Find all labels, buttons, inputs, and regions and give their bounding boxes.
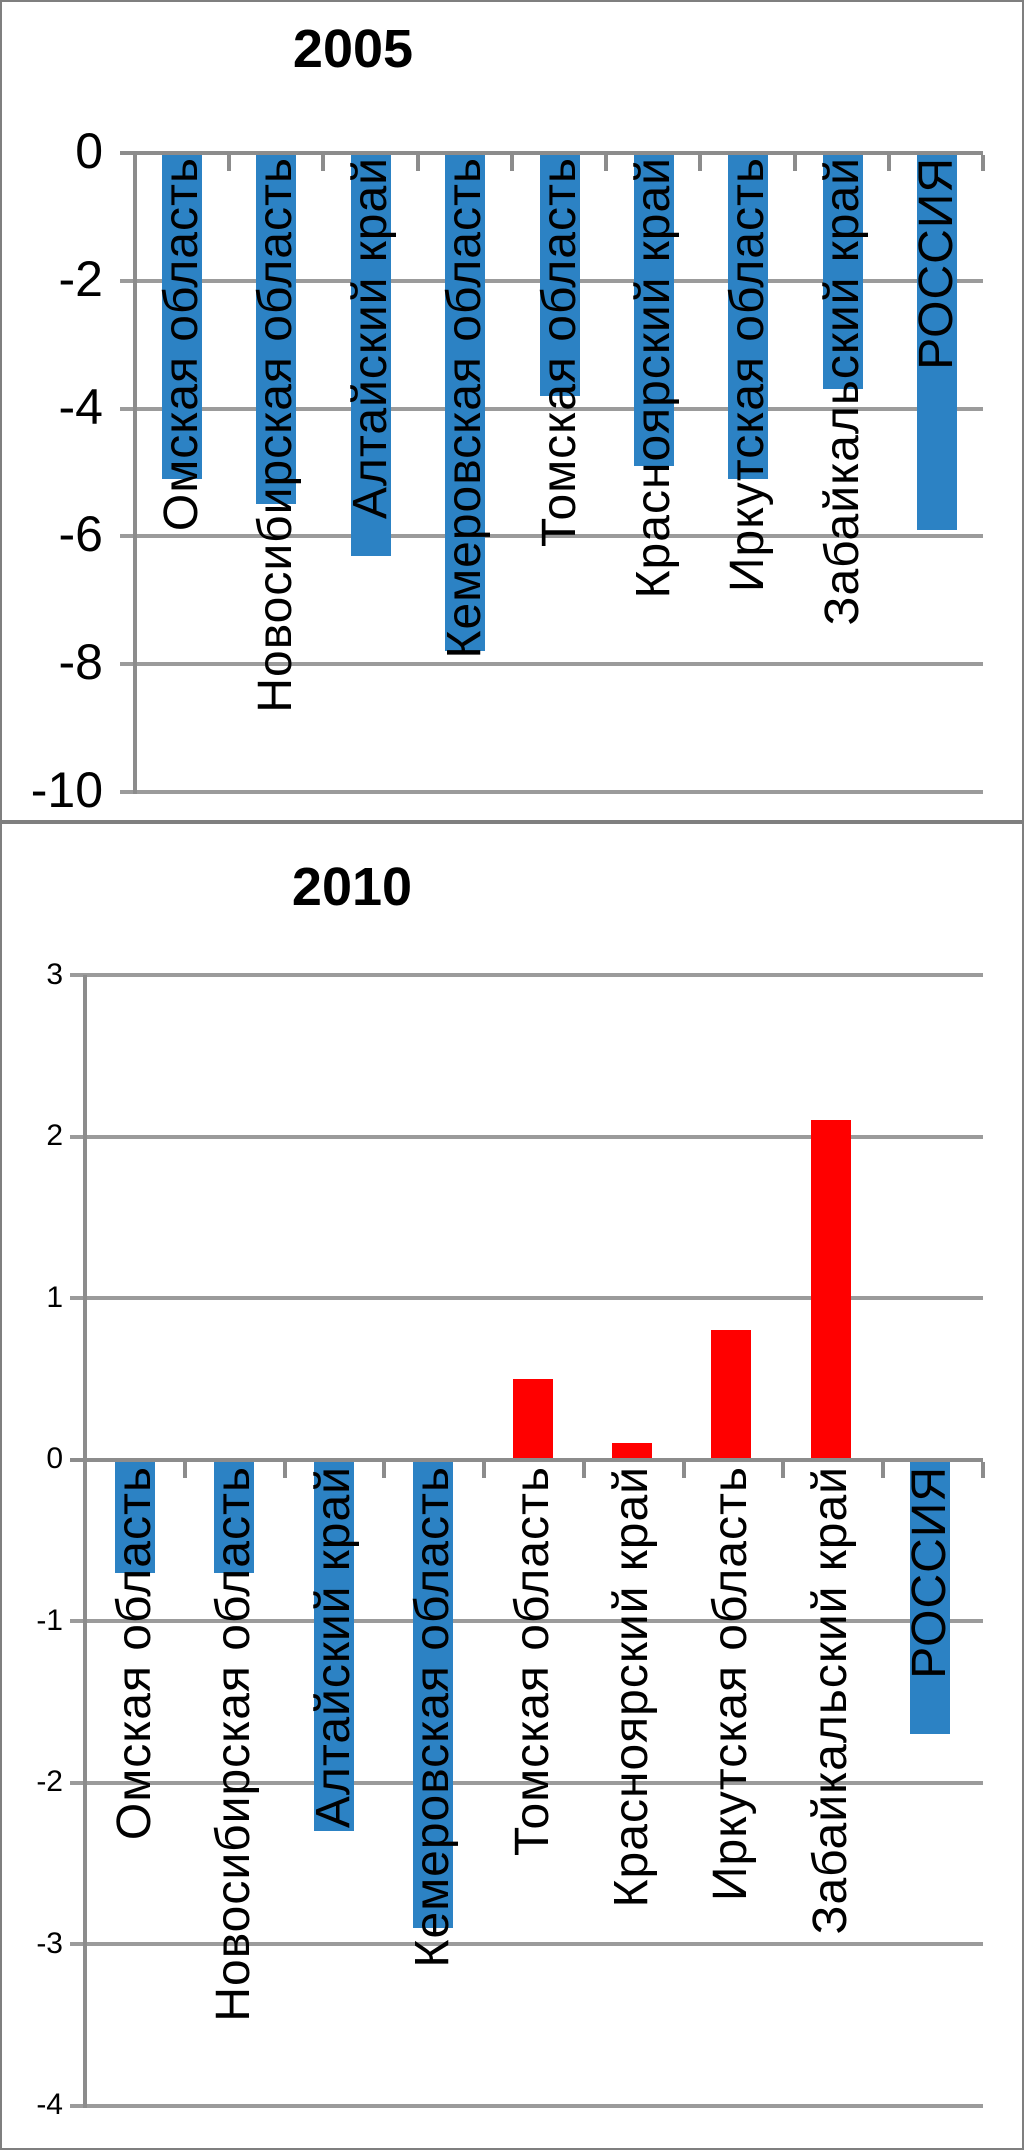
category-label: Кемеровская область <box>438 157 492 659</box>
category-tick <box>227 155 232 171</box>
gridline <box>70 1619 983 1623</box>
bar-positive <box>612 1443 652 1460</box>
category-label: Забайкальский край <box>815 157 869 626</box>
y-tick-label: -4 <box>36 2088 63 2122</box>
bar-negative <box>917 153 958 530</box>
category-label: Красноярский край <box>605 1465 658 1907</box>
bar-negative <box>822 153 863 390</box>
category-tick <box>182 1461 187 1478</box>
bar-negative <box>539 153 580 396</box>
gridline <box>120 534 983 539</box>
bar-negative <box>445 153 486 652</box>
bar-negative <box>910 1459 951 1735</box>
category-label: Омская область <box>155 157 208 532</box>
gridline <box>70 1134 983 1139</box>
y-tick-label: -3 <box>36 1926 63 1960</box>
category-label: Томская область <box>505 1465 559 1856</box>
chart-2010: 2010 3 2 1 0 -1 -2 -3 -4 Омская область Новосибир… <box>0 822 1024 2150</box>
bar-negative <box>728 153 769 479</box>
gridline <box>70 973 983 977</box>
category-label: Алтайский край <box>343 157 397 520</box>
y-axis-line <box>83 975 87 2108</box>
category-tick <box>881 1461 886 1478</box>
bar-negative <box>350 153 391 556</box>
category-tick <box>681 1461 686 1478</box>
category-tick <box>482 1461 487 1478</box>
category-tick <box>321 155 326 171</box>
category-label: Омская область <box>108 1465 161 1840</box>
category-tick <box>604 155 609 171</box>
category-tick <box>792 155 797 171</box>
category-label: Красноярский край <box>627 157 680 599</box>
y-tick-label: 0 <box>75 123 103 179</box>
category-label: Забайкальский край <box>803 1465 857 1935</box>
y-tick-label: -4 <box>58 378 103 435</box>
category-tick <box>781 1461 786 1478</box>
category-label: РОССИЯ <box>903 1465 957 1679</box>
category-tick <box>282 1461 287 1478</box>
category-tick <box>133 155 137 171</box>
y-tick-label: -10 <box>30 762 103 818</box>
category-label: Кемеровская область <box>406 1465 460 1968</box>
category-tick <box>415 155 420 171</box>
category-tick <box>981 1461 985 1478</box>
gridline <box>70 1296 983 1300</box>
gridline <box>70 1780 983 1785</box>
category-tick <box>581 1461 586 1478</box>
bar-positive <box>711 1330 752 1460</box>
gridline <box>120 662 983 667</box>
y-axis-line <box>133 153 137 794</box>
category-label: Новосибирская область <box>249 157 303 713</box>
gridline <box>70 1942 983 1946</box>
gridline <box>120 790 983 794</box>
category-tick <box>382 1461 387 1478</box>
category-label: РОССИЯ <box>910 157 964 370</box>
y-tick-label: -8 <box>58 634 103 691</box>
bar-negative <box>162 153 202 479</box>
y-tick-label: -2 <box>36 1765 63 1799</box>
y-tick-label: 3 <box>46 957 63 991</box>
gridline <box>70 2103 983 2108</box>
bar-negative <box>413 1459 454 1928</box>
chart-title-2010: 2010 <box>291 857 413 917</box>
category-tick <box>83 1461 87 1478</box>
bar-negative <box>634 153 674 467</box>
y-tick-label: -2 <box>58 250 103 307</box>
category-label: Иркутская область <box>721 157 775 592</box>
gridline <box>120 406 983 411</box>
bar-negative <box>256 153 297 505</box>
category-tick <box>886 155 891 171</box>
category-label: Новосибирская область <box>207 1465 261 2022</box>
category-tick <box>981 155 985 171</box>
category-label: Томская область <box>532 157 586 548</box>
bar-negative <box>313 1459 354 1831</box>
bar-negative <box>214 1459 255 1573</box>
y-tick-label: -1 <box>36 1603 63 1637</box>
y-tick-label: 2 <box>46 1119 63 1153</box>
chart-title-2005: 2005 <box>292 19 414 79</box>
zero-axis-line <box>120 151 983 155</box>
bar-positive <box>512 1378 553 1460</box>
y-tick-label: 1 <box>46 1280 63 1314</box>
bar-positive <box>810 1120 851 1460</box>
category-tick <box>698 155 703 171</box>
category-tick <box>509 155 514 171</box>
bar-negative <box>115 1459 155 1573</box>
y-tick-label: 0 <box>46 1442 63 1476</box>
category-label: Иркутская область <box>704 1465 758 1901</box>
chart-2005: 2005 0 -2 -4 -6 -8 -10 Омская область Новосибир… <box>0 0 1024 822</box>
category-label: Алтайский край <box>306 1465 360 1828</box>
y-tick-label: -6 <box>58 506 103 563</box>
zero-axis-line <box>70 1457 983 1462</box>
